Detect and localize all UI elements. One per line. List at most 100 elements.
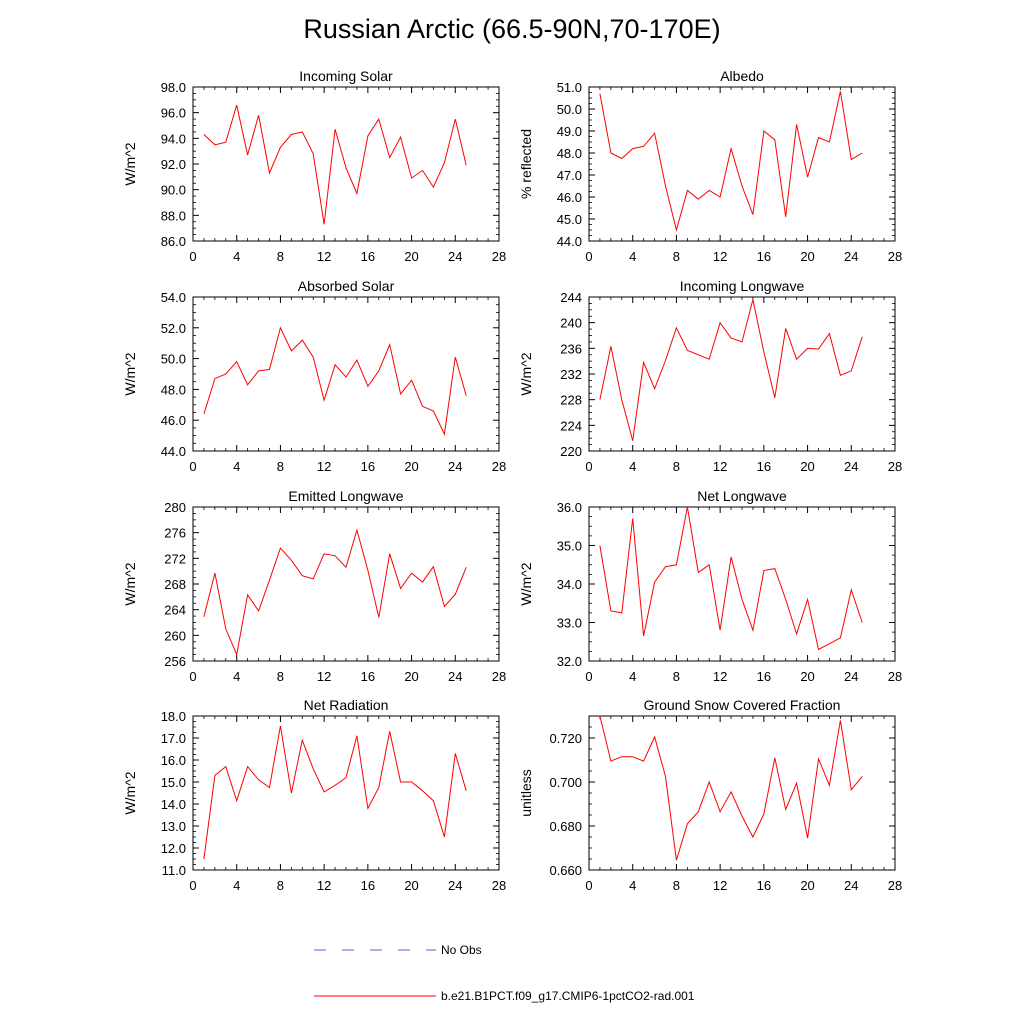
y-tick-label: 276 bbox=[164, 526, 186, 541]
x-tick-label: 8 bbox=[277, 878, 284, 893]
x-tick-label: 28 bbox=[492, 459, 506, 474]
x-tick-label: 28 bbox=[888, 878, 902, 893]
legend-label-no-obs: No Obs bbox=[441, 943, 482, 957]
series-line bbox=[203, 725, 467, 860]
y-tick-label: 86.0 bbox=[161, 234, 186, 249]
x-tick-label: 20 bbox=[800, 249, 814, 264]
y-tick-label: 0.720 bbox=[549, 731, 582, 746]
x-tick-label: 16 bbox=[757, 459, 771, 474]
y-tick-label: 256 bbox=[164, 654, 186, 669]
chart-panel: Absorbed Solar W/m^2 0 4 8 12 16 20 24 28 44.0 46.0… bbox=[122, 278, 506, 474]
x-tick-label: 20 bbox=[800, 669, 814, 684]
x-tick-label: 16 bbox=[757, 249, 771, 264]
x-tick-label: 4 bbox=[233, 878, 240, 893]
chart-panel: Incoming Solar W/m^2 0 4 8 12 16 20 24 28 86.0 88.0… bbox=[122, 68, 506, 264]
x-tick-label: 16 bbox=[361, 459, 375, 474]
chart-panel: Net Radiation W/m^2 0 4 8 12 16 20 24 28 11.0 12.0 1… bbox=[122, 697, 506, 893]
y-axis-label: unitless bbox=[518, 769, 534, 816]
y-tick-label: 11.0 bbox=[162, 863, 186, 878]
x-tick-label: 12 bbox=[713, 249, 727, 264]
x-tick-label: 12 bbox=[317, 459, 331, 474]
x-tick-label: 20 bbox=[800, 878, 814, 893]
y-tick-label: 280 bbox=[164, 500, 186, 515]
y-tick-label: 48.0 bbox=[557, 146, 582, 161]
x-tick-label: 0 bbox=[189, 878, 196, 893]
chart-panel: Ground Snow Covered Fraction unitless 0 4 8 1… bbox=[518, 697, 902, 893]
x-tick-label: 0 bbox=[585, 459, 592, 474]
y-tick-label: 0.680 bbox=[549, 819, 582, 834]
y-tick-label: 272 bbox=[164, 551, 186, 566]
panel-title: Emitted Longwave bbox=[288, 488, 403, 504]
y-tick-label: 240 bbox=[560, 316, 582, 331]
x-tick-label: 20 bbox=[404, 878, 418, 893]
legend-label-model: b.e21.B1PCT.f09_g17.CMIP6-1pctCO2-rad.00… bbox=[441, 989, 695, 1003]
panel-title: Absorbed Solar bbox=[298, 278, 395, 294]
x-tick-label: 4 bbox=[233, 459, 240, 474]
x-tick-label: 12 bbox=[317, 878, 331, 893]
x-tick-label: 8 bbox=[277, 249, 284, 264]
y-tick-label: 33.0 bbox=[557, 616, 582, 631]
y-tick-label: 94.0 bbox=[161, 131, 186, 146]
y-tick-label: 50.0 bbox=[557, 102, 582, 117]
y-axis-label: W/m^2 bbox=[122, 142, 138, 185]
series-line bbox=[203, 528, 467, 657]
y-tick-label: 0.700 bbox=[549, 775, 582, 790]
y-tick-label: 236 bbox=[560, 341, 582, 356]
page-title: Russian Arctic (66.5-90N,70-170E) bbox=[303, 14, 721, 44]
y-axis-label: % reflected bbox=[518, 129, 534, 199]
x-tick-label: 0 bbox=[189, 249, 196, 264]
y-tick-label: 244 bbox=[560, 290, 582, 305]
x-tick-label: 16 bbox=[361, 669, 375, 684]
x-tick-label: 24 bbox=[844, 459, 858, 474]
y-tick-label: 49.0 bbox=[557, 124, 582, 139]
x-tick-label: 24 bbox=[448, 249, 462, 264]
x-tick-label: 12 bbox=[317, 669, 331, 684]
x-tick-label: 28 bbox=[492, 878, 506, 893]
x-tick-label: 20 bbox=[404, 669, 418, 684]
y-tick-label: 34.0 bbox=[557, 577, 582, 592]
x-tick-label: 28 bbox=[888, 249, 902, 264]
x-tick-label: 28 bbox=[888, 459, 902, 474]
y-tick-label: 54.0 bbox=[161, 290, 186, 305]
series-line bbox=[599, 299, 863, 441]
x-tick-label: 4 bbox=[233, 249, 240, 264]
x-tick-label: 28 bbox=[492, 249, 506, 264]
x-tick-label: 16 bbox=[757, 669, 771, 684]
panel-title: Net Radiation bbox=[304, 697, 389, 713]
series-line bbox=[599, 715, 863, 861]
x-tick-label: 4 bbox=[629, 669, 636, 684]
y-tick-label: 15.0 bbox=[161, 775, 186, 790]
x-tick-label: 16 bbox=[757, 878, 771, 893]
y-tick-label: 46.0 bbox=[161, 413, 186, 428]
x-tick-label: 16 bbox=[361, 249, 375, 264]
x-tick-label: 24 bbox=[844, 669, 858, 684]
y-tick-label: 44.0 bbox=[161, 444, 186, 459]
x-tick-label: 16 bbox=[361, 878, 375, 893]
x-tick-label: 12 bbox=[713, 878, 727, 893]
series-line bbox=[203, 104, 467, 225]
y-tick-label: 14.0 bbox=[161, 797, 186, 812]
panel-title: Ground Snow Covered Fraction bbox=[644, 697, 841, 713]
x-tick-label: 12 bbox=[713, 669, 727, 684]
y-tick-label: 52.0 bbox=[161, 321, 186, 336]
x-tick-label: 24 bbox=[448, 878, 462, 893]
y-tick-label: 35.0 bbox=[557, 539, 582, 554]
x-tick-label: 8 bbox=[277, 459, 284, 474]
x-tick-label: 24 bbox=[448, 669, 462, 684]
y-tick-label: 48.0 bbox=[161, 382, 186, 397]
y-axis-label: W/m^2 bbox=[518, 562, 534, 605]
x-tick-label: 0 bbox=[585, 878, 592, 893]
x-tick-label: 28 bbox=[492, 669, 506, 684]
x-tick-label: 4 bbox=[629, 249, 636, 264]
chart-panel: Incoming Longwave W/m^2 0 4 8 12 16 20 24 28 220 22… bbox=[518, 278, 902, 474]
x-tick-label: 4 bbox=[629, 878, 636, 893]
y-tick-label: 13.0 bbox=[161, 819, 186, 834]
y-tick-label: 232 bbox=[560, 367, 582, 382]
chart-panel: Emitted Longwave W/m^2 0 4 8 12 16 20 24 28 256 260… bbox=[122, 488, 506, 684]
y-tick-label: 17.0 bbox=[161, 731, 186, 746]
x-tick-label: 24 bbox=[448, 459, 462, 474]
y-axis-label: W/m^2 bbox=[122, 771, 138, 814]
y-tick-label: 96.0 bbox=[161, 106, 186, 121]
y-tick-label: 45.0 bbox=[557, 212, 582, 227]
